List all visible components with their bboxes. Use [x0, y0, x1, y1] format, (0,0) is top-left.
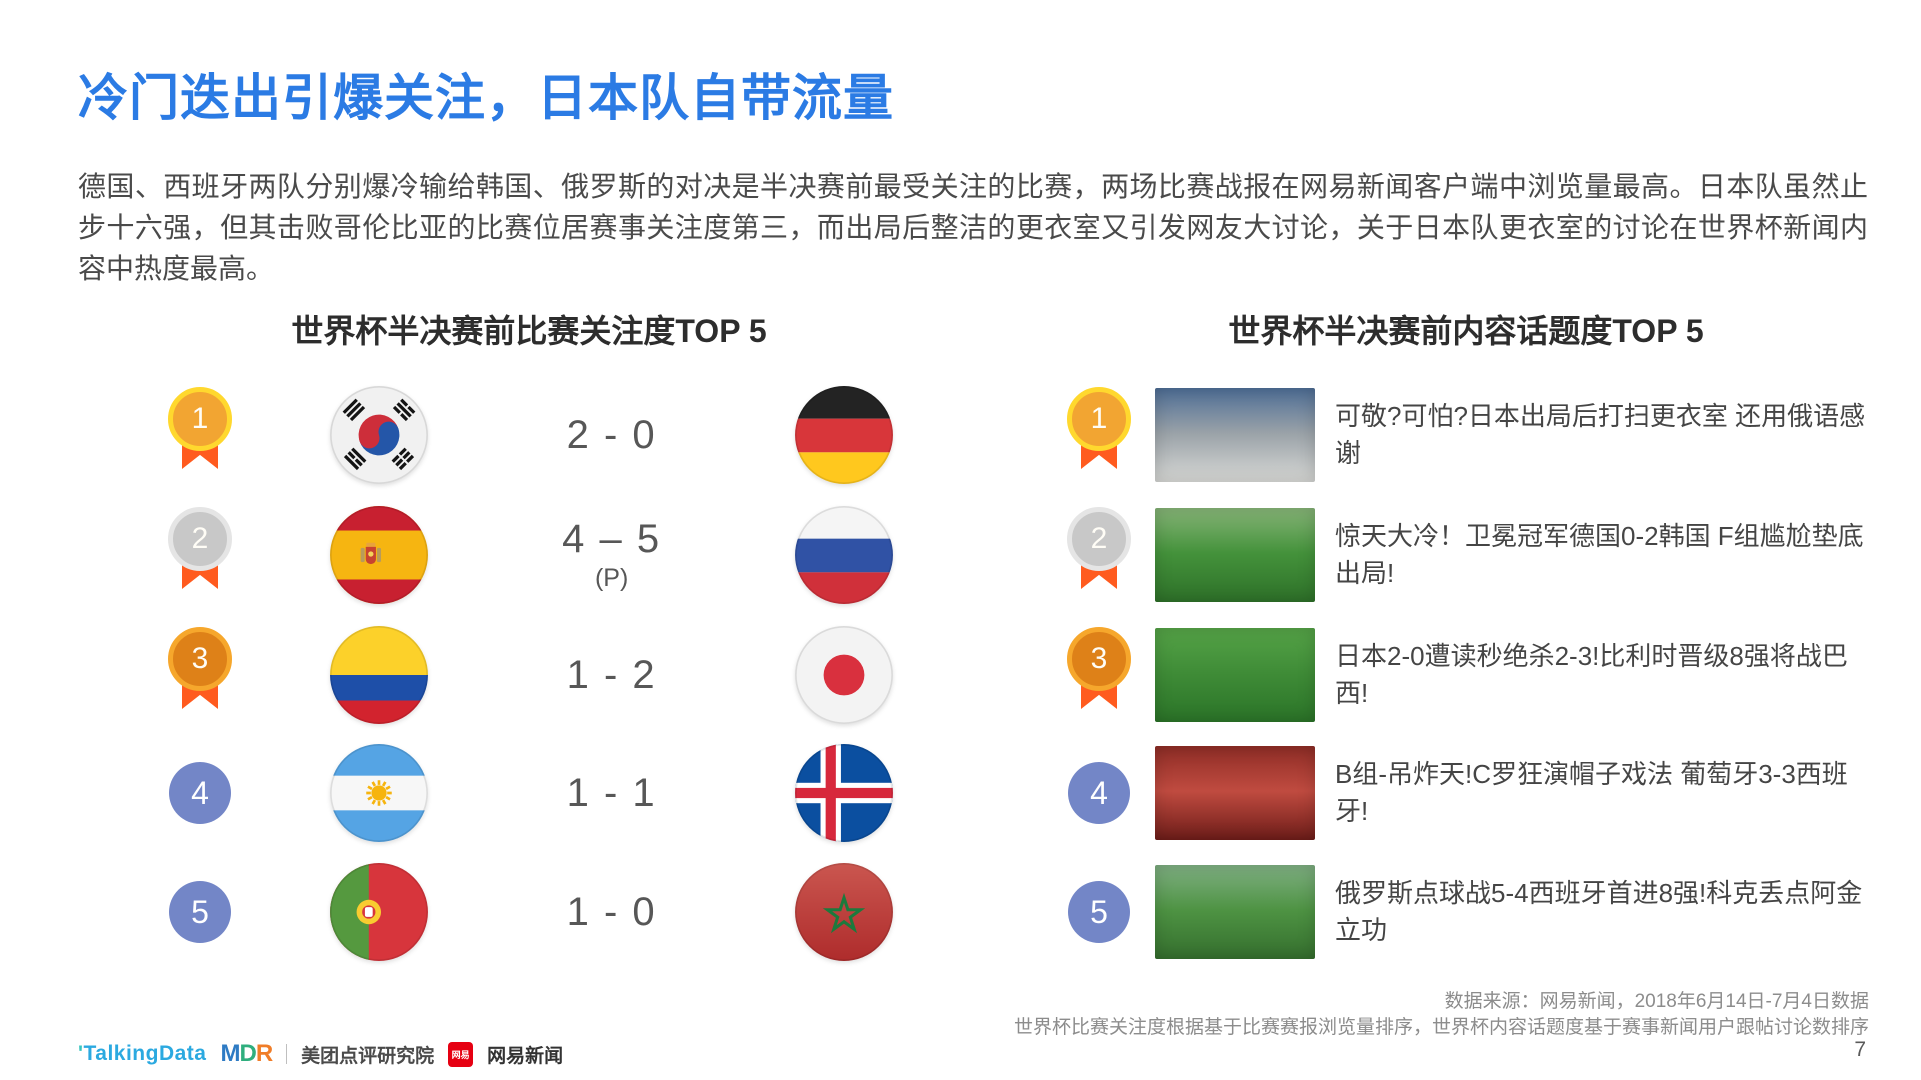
medal-rank-number: 2 [168, 507, 232, 571]
pitch-players-photo [1155, 628, 1315, 722]
rank-cell: 2 [158, 507, 242, 603]
methodology-line: 世界杯比赛关注度根据基于比赛赛报浏览量排序，世界杯内容话题度基于赛事新闻用户跟帖… [1013, 1017, 1869, 1038]
intro-paragraph: 德国、西班牙两队分别爆冷输给韩国、俄罗斯的对决是半决赛前最受关注的比赛，两场比赛… [78, 171, 1868, 284]
germany-flag-icon [788, 384, 900, 486]
rank-medal-silver-icon: 2 [1066, 507, 1132, 603]
matches-heading: 世界杯半决赛前比赛关注度TOP 5 [291, 313, 767, 349]
match-score: 1 - 2 [517, 653, 707, 698]
south-korea-flag-icon [323, 384, 435, 486]
rank-medal-gold-icon: 1 [1066, 387, 1132, 483]
footer-logos: 'TalkingData MDR 美团点评研究院 网易 网易新闻 [78, 1040, 563, 1068]
score-value: 2 - 0 [566, 412, 657, 457]
topic-title: 俄罗斯点球战5-4西班牙首进8强!科克丢点阿金立功 [1335, 878, 1863, 945]
rank-cell: 5 [1063, 881, 1135, 943]
rank-medal-silver-icon: 2 [167, 507, 233, 603]
iceland-flag-icon [788, 742, 900, 844]
rank-badge: 4 [1068, 762, 1130, 824]
match-score: 1 - 1 [517, 771, 707, 816]
rank-medal-gold-icon: 1 [167, 387, 233, 483]
medal-rank-number: 3 [1067, 627, 1131, 691]
meituan-dianping-institute-label: 美团点评研究院 [301, 1045, 435, 1067]
topic-title: 惊天大冷！卫冕冠军德国0-2韩国 F组尴尬垫底出局! [1335, 521, 1864, 588]
rank-cell: 1 [1063, 387, 1135, 483]
portugal-flag-icon [323, 861, 435, 963]
rank-cell: 4 [1063, 762, 1135, 824]
topic-row: 2 惊天大冷！卫冕冠军德国0-2韩国 F组尴尬垫底出局! [1063, 500, 1869, 610]
russia-flag-icon [788, 504, 900, 606]
score-value: 1 - 0 [566, 889, 657, 934]
argentina-flag-icon [323, 742, 435, 844]
match-row: 2 4 – 5 (P) [158, 500, 900, 610]
medal-rank-number: 2 [1067, 507, 1131, 571]
topic-title: 日本2-0遭读秒绝杀2-3!比利时晋级8强将战巴西! [1335, 641, 1848, 708]
medal-rank-number: 1 [168, 387, 232, 451]
topic-row: 3 日本2-0遭读秒绝杀2-3!比利时晋级8强将战巴西! [1063, 620, 1869, 730]
spain-flag-icon [323, 504, 435, 606]
talkingdata-logo: 'TalkingData [78, 1042, 207, 1065]
topics-heading: 世界杯半决赛前内容话题度TOP 5 [1228, 313, 1704, 349]
rank-medal-bronze-icon: 3 [1066, 627, 1132, 723]
page-number: 7 [1854, 1038, 1866, 1061]
score-note: (P) [594, 564, 629, 592]
match-score: 4 – 5 (P) [517, 517, 707, 593]
logo-divider [286, 1044, 288, 1064]
topic-row: 4 B组-吊炸天!C罗狂演帽子戏法 葡萄牙3-3西班牙! [1063, 738, 1869, 848]
mdr-logo-icon: MDR [220, 1040, 273, 1067]
japan-flag-icon [788, 624, 900, 726]
rank-cell: 5 [158, 881, 242, 943]
match-row: 4 1 - 1 [158, 738, 900, 848]
match-score: 2 - 0 [517, 413, 707, 458]
rank-cell: 2 [1063, 507, 1135, 603]
rank-badge: 4 [169, 762, 231, 824]
match-row: 5 1 - 0 [158, 857, 900, 967]
rank-cell: 1 [158, 387, 242, 483]
locker-room-photo [1155, 388, 1315, 482]
netease-news-label: 网易新闻 [487, 1045, 564, 1067]
topic-row: 1 可敬?可怕?日本出局后打扫更衣室 还用俄语感谢 [1063, 380, 1869, 490]
match-score: 1 - 0 [517, 890, 707, 935]
goal-scramble-photo [1155, 508, 1315, 602]
rank-cell: 3 [158, 627, 242, 723]
score-value: 4 – 5 [562, 517, 662, 561]
medal-rank-number: 3 [168, 627, 232, 691]
score-value: 1 - 2 [566, 652, 657, 697]
topic-title: B组-吊炸天!C罗狂演帽子戏法 葡萄牙3-3西班牙! [1335, 759, 1848, 826]
data-source-line: 数据来源：网易新闻，2018年6月14日-7月4日数据 [1444, 991, 1869, 1012]
match-row: 3 1 - 2 [158, 620, 900, 730]
topic-title: 可敬?可怕?日本出局后打扫更衣室 还用俄语感谢 [1335, 401, 1866, 468]
rank-cell: 3 [1063, 627, 1135, 723]
talkingdata-tick-icon: ' [78, 1042, 84, 1065]
morocco-flag-icon [788, 861, 900, 963]
topic-row: 5 俄罗斯点球战5-4西班牙首进8强!科克丢点阿金立功 [1063, 857, 1869, 967]
rank-badge: 5 [1068, 881, 1130, 943]
team-celebration-photo [1155, 865, 1315, 959]
rank-medal-bronze-icon: 3 [167, 627, 233, 723]
page-title: 冷门迭出引爆关注，日本队自带流量 [78, 70, 894, 126]
netease-logo-icon: 网易 [448, 1041, 474, 1067]
match-row: 1 2 - 0 [158, 380, 900, 490]
rank-badge: 5 [169, 881, 231, 943]
medal-rank-number: 1 [1067, 387, 1131, 451]
colombia-flag-icon [323, 624, 435, 726]
fans-crowd-photo [1155, 746, 1315, 840]
rank-cell: 4 [158, 762, 242, 824]
score-value: 1 - 1 [566, 770, 657, 815]
